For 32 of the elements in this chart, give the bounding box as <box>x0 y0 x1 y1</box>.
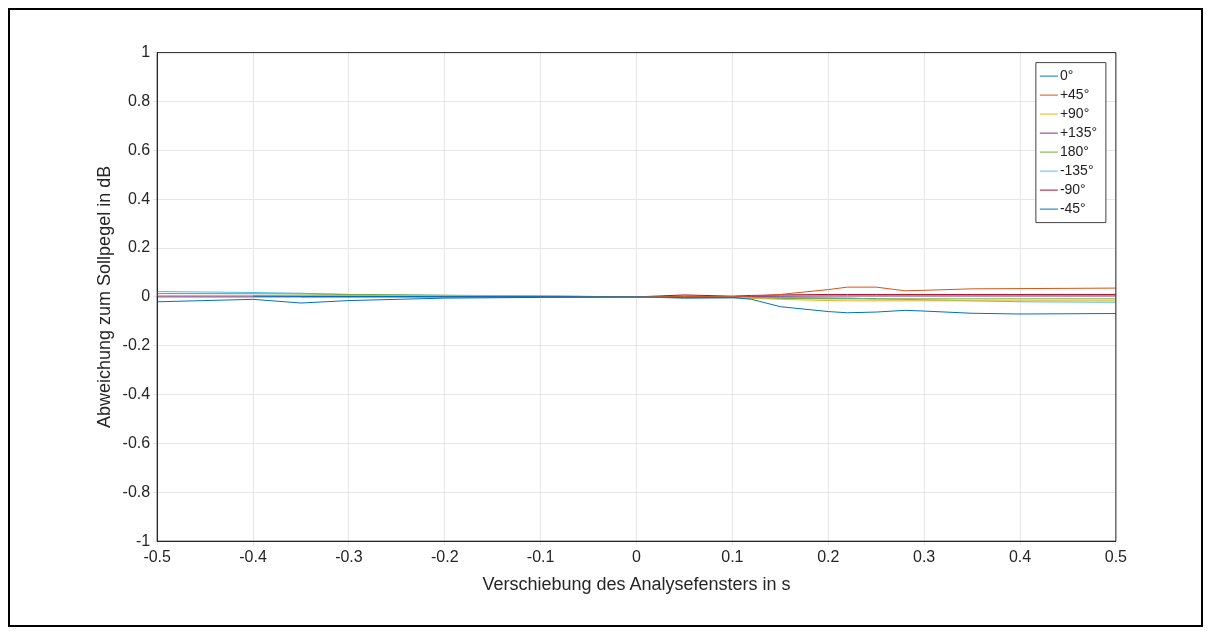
y-tick-label: 1 <box>141 43 151 61</box>
x-tick-label: -0.4 <box>239 548 267 566</box>
legend-label: -45° <box>1059 199 1086 216</box>
x-tick-label: -0.2 <box>430 548 459 566</box>
y-tick-label: -0.2 <box>122 336 151 354</box>
x-tick-label: -0.3 <box>335 548 363 566</box>
x-tick-label: -0.1 <box>526 548 555 566</box>
legend-label: -90° <box>1059 180 1086 197</box>
y-tick-label: -0.4 <box>122 385 151 403</box>
x-tick-label: 0.3 <box>913 548 936 566</box>
y-tick-label: 0.6 <box>127 140 151 158</box>
y-tick-label: 0 <box>141 287 151 305</box>
x-tick-label: 0.5 <box>1104 548 1128 566</box>
legend-label: +135° <box>1059 123 1098 140</box>
x-tick-label: 0.4 <box>1008 548 1032 566</box>
x-tick-label: 0.2 <box>817 548 840 566</box>
x-tick-label: 0.1 <box>721 548 744 566</box>
x-tick-label: -0.5 <box>143 548 172 566</box>
legend-label: 0° <box>1059 66 1074 83</box>
legend-label: +45° <box>1059 85 1090 102</box>
y-tick-label: 0.4 <box>127 189 151 207</box>
legend-label: +90° <box>1059 104 1090 121</box>
x-axis-title: Verschiebung des Analysefensters in s <box>482 574 791 595</box>
x-tick-label: 0 <box>632 548 642 566</box>
y-tick-label: 0.8 <box>127 91 151 109</box>
legend-label: -135° <box>1059 161 1094 178</box>
y-tick-label: -0.8 <box>122 482 151 500</box>
y-tick-label: 0.2 <box>127 238 151 256</box>
legend-label: 180° <box>1059 142 1089 159</box>
y-axis-title: Abweichung zum Sollpegel in dB <box>93 165 114 428</box>
y-tick-label: -1 <box>135 531 151 549</box>
y-tick-label: -0.6 <box>122 433 151 451</box>
